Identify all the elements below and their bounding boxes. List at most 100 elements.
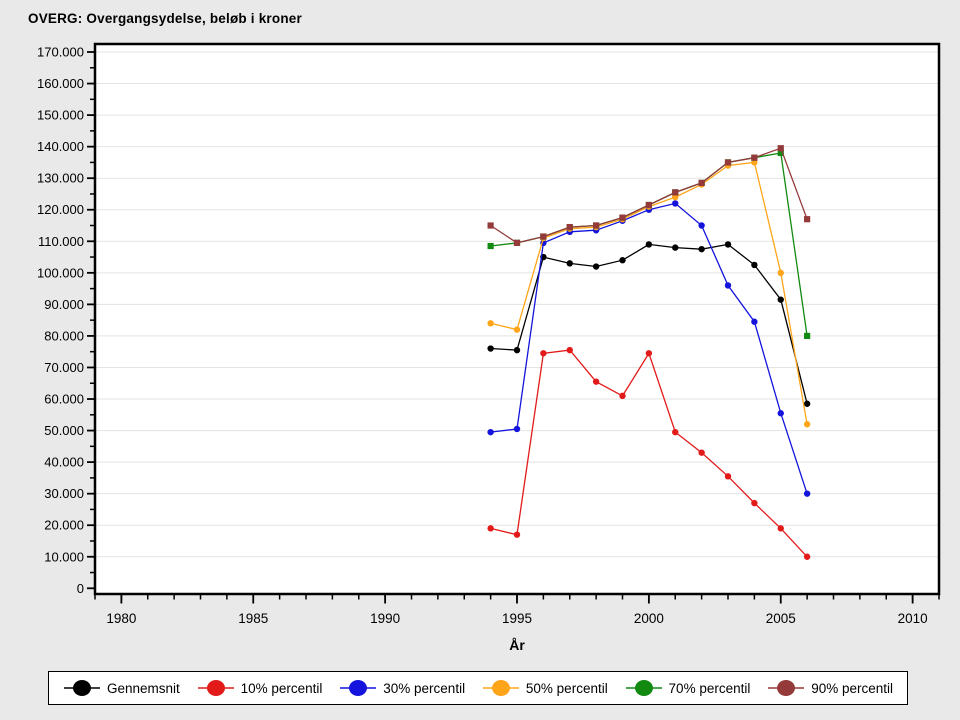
legend-item-30-percentil: 30% percentil [339, 678, 465, 698]
data-point [645, 201, 652, 209]
series-10-percentil [487, 346, 811, 560]
y-axis: 0 10.000 20.000 30.000 40.000 50.000 60.000 70.… [37, 45, 95, 596]
y-tick-label: 90.000 [44, 297, 84, 312]
data-point [698, 449, 705, 456]
data-point [619, 214, 626, 221]
data-point [777, 145, 784, 152]
data-point [513, 425, 521, 433]
data-point [724, 282, 732, 289]
data-point [540, 350, 547, 357]
series-90-percentil [487, 145, 811, 246]
legend-item-label: 50% percentil [525, 680, 608, 696]
data-point [487, 320, 494, 327]
x-tick-label: 1990 [370, 611, 400, 626]
plot-background [95, 44, 939, 594]
x-axis-title: År [509, 637, 525, 653]
legend-marker-icon [197, 680, 234, 696]
y-tick-label: 30.000 [44, 486, 84, 501]
data-point [777, 269, 784, 277]
legend-marker-icon [340, 680, 377, 696]
legend-marker-icon [625, 680, 662, 696]
plot-frame [93, 42, 941, 596]
legend-item-label: 10% percentil [240, 680, 323, 696]
y-tick-label: 130.000 [37, 171, 84, 186]
data-point [803, 421, 811, 428]
data-point [724, 473, 732, 480]
data-point [487, 222, 494, 229]
x-tick-label: 1985 [238, 611, 268, 626]
x-tick-label: 2000 [634, 611, 664, 626]
data-point [619, 392, 626, 400]
chart-canvas: 0 10.000 20.000 30.000 40.000 50.000 60.000 70.… [37, 42, 941, 653]
y-tick-label: 60.000 [44, 392, 84, 407]
y-tick-label: 40.000 [44, 455, 84, 470]
data-point [804, 216, 811, 223]
legend-item-90-percentil: 90% percentil [767, 678, 893, 698]
y-tick-label: 170.000 [37, 45, 84, 60]
legend: Gennemsnit 10% percentil 30% percentil 50% … [48, 671, 908, 705]
legend-marker-icon [482, 680, 519, 696]
data-point [751, 499, 758, 507]
y-tick-label: 80.000 [44, 328, 84, 343]
data-point [645, 241, 653, 248]
data-point [751, 159, 758, 166]
data-point [672, 189, 679, 196]
data-point [487, 525, 494, 532]
data-point [698, 179, 705, 187]
y-tick-label: 100.000 [37, 265, 84, 280]
data-point [672, 200, 679, 207]
legend-item-label: Gennemsnit [107, 680, 180, 696]
data-point [751, 261, 758, 269]
data-point [803, 553, 811, 560]
legend-marker-icon [64, 680, 100, 696]
data-point [566, 346, 573, 354]
data-point [513, 239, 521, 246]
data-point [566, 223, 573, 231]
data-point [777, 525, 784, 532]
data-point [804, 332, 811, 340]
x-tick-label: 1995 [502, 611, 532, 626]
data-point [593, 222, 600, 229]
chart-title: OVERG: Overgangsydelse, beløb i kroner [28, 11, 302, 26]
gridlines [96, 51, 938, 558]
data-point [672, 193, 679, 201]
data-point [487, 345, 494, 352]
plot-area-container: 0 10.000 20.000 30.000 40.000 50.000 60.000 70.… [37, 42, 941, 653]
legend-item-70-percentil: 70% percentil [625, 678, 751, 698]
data-point [777, 296, 784, 303]
data-point [724, 159, 732, 166]
y-tick-label: 140.000 [37, 139, 84, 154]
y-tick-label: 160.000 [37, 76, 84, 91]
x-tick-label: 2005 [766, 611, 796, 626]
data-point [619, 257, 626, 264]
legend-item-label: 90% percentil [811, 680, 893, 696]
legend-item-50-percentil: 50% percentil [482, 678, 608, 698]
legend-item-label: 70% percentil [668, 680, 751, 696]
data-point [645, 350, 653, 357]
data-point [803, 490, 811, 497]
data-point [751, 318, 758, 325]
y-tick-label: 110.000 [38, 234, 84, 249]
data-point [777, 410, 784, 417]
data-point [698, 245, 705, 253]
y-tick-label: 120.000 [37, 202, 84, 217]
data-point [513, 531, 521, 538]
y-tick-label: 50.000 [44, 423, 84, 438]
y-tick-label: 150.000 [37, 108, 84, 123]
data-point [698, 222, 705, 229]
legend-item-label: 30% percentil [383, 680, 466, 696]
data-point [540, 233, 547, 240]
data-point [751, 154, 758, 161]
legend-marker-icon [768, 680, 805, 696]
data-point [672, 428, 679, 436]
legend-item-10-percentil: 10% percentil [197, 678, 323, 698]
series-gennemsnit [487, 241, 811, 407]
y-tick-label: 20.000 [44, 518, 84, 533]
data-point [777, 149, 784, 157]
data-point [487, 428, 494, 436]
data-point [513, 346, 521, 354]
x-tick-label: 2010 [898, 611, 928, 626]
y-tick-label: 70.000 [44, 360, 84, 375]
x-tick-label: 1980 [106, 611, 136, 626]
y-tick-label: 0 [77, 581, 84, 596]
